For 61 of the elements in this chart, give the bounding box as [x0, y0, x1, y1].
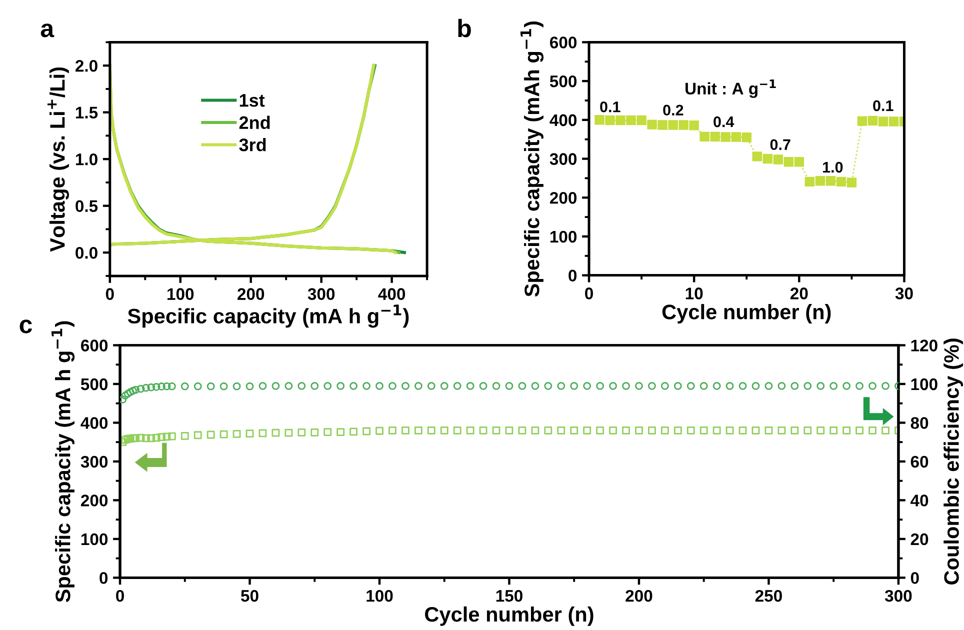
x-axis-title: Cycle number (n)	[425, 606, 594, 626]
y-axis-title: Specific capacity (mAh g$^{−1}$)	[520, 22, 544, 297]
x-tick-label: 200	[238, 288, 264, 300]
legend-label: 2nd	[239, 116, 270, 130]
y-tick-label: 200	[550, 192, 577, 204]
x-axis-title: Specific capacity (mA h g$^{−1}$)	[128, 304, 409, 328]
annotation: 0.1	[873, 100, 894, 112]
chart-title: b	[458, 18, 471, 38]
x-axis-title: Cycle number (n)	[662, 304, 831, 324]
y-tick-label: 0.0	[76, 246, 98, 259]
y2-tick-label: 20	[910, 533, 928, 546]
annotation: Unit : A g$^{−1}$	[686, 79, 776, 98]
x-tick-label: 100	[366, 590, 393, 602]
y-tick-label: 300	[550, 153, 577, 165]
y2-axis-title: Coulombic efficiency (%)	[944, 338, 964, 584]
annotation: 0.7	[770, 139, 790, 150]
x-tick-label: 250	[755, 590, 782, 602]
y-tick-label: 100	[550, 230, 577, 243]
x-tick-label: 300	[308, 288, 335, 300]
y-tick-label: 400	[550, 114, 577, 126]
y-tick-label: 0.5	[76, 200, 98, 212]
y-tick-label: 600	[550, 36, 577, 48]
x-tick-label: 50	[241, 590, 258, 602]
y2-tick-label: 40	[910, 494, 928, 506]
y-axis-title: Specific capacity (mA h g$^{−1}$)	[52, 321, 75, 602]
y2-tick-label: 0	[910, 572, 919, 584]
x-tick-label: 20	[790, 288, 808, 300]
y-tick-label: 100	[81, 533, 108, 546]
x-tick-label: 0	[116, 590, 124, 602]
x-tick-label: 10	[686, 288, 703, 300]
y-tick-label: 300	[80, 456, 108, 468]
y2-tick-label: 120	[911, 340, 938, 352]
x-tick-label: 300	[884, 590, 912, 602]
x-tick-label: 0	[585, 288, 593, 300]
y-tick-label: 600	[81, 340, 108, 352]
y-axis-title: Voltage (vs. Li$^{+}$/Li)	[47, 67, 70, 252]
x-tick-label: 400	[378, 288, 406, 300]
x-tick-label: 100	[168, 288, 194, 300]
x-tick-label: 30	[895, 288, 913, 300]
y-tick-label: 400	[80, 417, 108, 429]
chart-title: a	[40, 24, 54, 38]
y-tick-label: 0	[100, 572, 108, 584]
y-tick-label: 500	[550, 75, 577, 88]
x-tick-label: 150	[496, 590, 522, 602]
legend-label: 1st	[240, 94, 265, 107]
annotation: 0.1	[600, 101, 620, 112]
y-tick-label: 1.0	[76, 153, 98, 166]
annotation: 1.0	[823, 162, 843, 173]
y-tick-label: 0	[568, 270, 577, 282]
legend-label: 3rd	[239, 138, 266, 152]
y2-tick-label: 100	[911, 378, 938, 390]
annotation: 0.2	[663, 104, 684, 116]
y2-tick-label: 60	[910, 456, 928, 468]
x-tick-label: 200	[626, 590, 652, 602]
annotation: 0.4	[714, 116, 734, 128]
y-tick-label: 1.5	[76, 106, 98, 119]
y-tick-label: 200	[80, 494, 108, 506]
y-tick-label: 2.0	[76, 60, 98, 72]
y-tick-label: 500	[80, 378, 108, 390]
chart-title: c	[20, 320, 32, 334]
y2-tick-label: 80	[910, 417, 928, 429]
